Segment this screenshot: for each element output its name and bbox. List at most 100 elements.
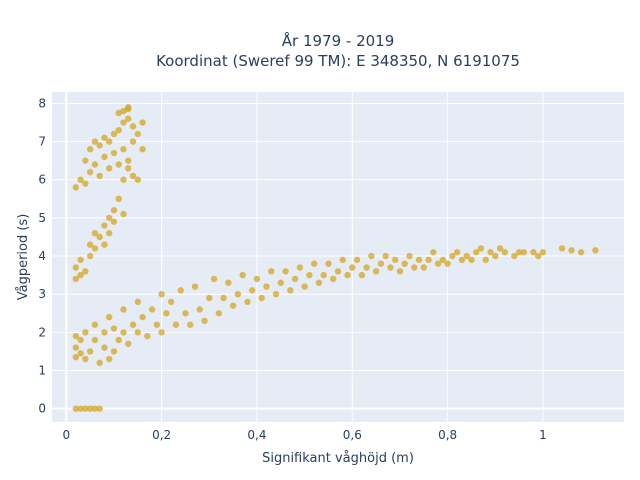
data-point — [106, 313, 113, 321]
y-axis-ticks: 0 1 2 3 4 5 6 7 8 — [38, 96, 46, 415]
data-point — [201, 317, 208, 325]
data-point — [511, 252, 518, 260]
data-point — [129, 123, 137, 130]
x-axis-label: Signifikant våghöjd (m) — [262, 451, 414, 466]
data-point — [139, 119, 146, 126]
data-point — [120, 146, 127, 153]
data-point — [215, 310, 223, 317]
data-point — [72, 275, 80, 283]
data-point — [110, 218, 118, 225]
data-point — [430, 249, 437, 256]
data-point — [120, 210, 127, 218]
data-point — [91, 229, 99, 237]
data-point — [225, 279, 232, 286]
x-tick-label: 1 — [539, 428, 547, 442]
data-point — [110, 325, 118, 332]
data-point — [334, 268, 342, 275]
data-point — [86, 146, 94, 153]
data-point — [501, 249, 509, 256]
x-tick-label: 0 — [62, 428, 70, 442]
data-point — [353, 256, 361, 264]
plot-area — [52, 92, 624, 422]
data-point — [592, 247, 599, 254]
data-point — [148, 306, 156, 313]
data-point — [86, 405, 94, 412]
data-point — [91, 321, 99, 328]
data-point — [72, 405, 80, 412]
data-point — [372, 268, 380, 275]
data-point — [125, 340, 132, 347]
data-point — [115, 161, 122, 168]
data-point — [82, 180, 89, 187]
data-point — [82, 355, 89, 363]
data-point — [77, 176, 84, 183]
y-tick-label: 1 — [38, 363, 46, 377]
data-point — [291, 275, 299, 283]
chart-title: År 1979 - 2019 — [282, 31, 395, 50]
data-point — [287, 287, 294, 294]
data-point — [129, 321, 137, 328]
data-point — [172, 321, 180, 328]
grid-lines — [52, 92, 624, 422]
data-point — [134, 329, 141, 336]
data-point — [272, 290, 280, 298]
data-point — [306, 271, 313, 279]
y-tick-label: 2 — [38, 325, 46, 339]
data-point — [191, 283, 199, 290]
data-point — [120, 176, 127, 183]
x-tick-label: 0,6 — [343, 428, 362, 442]
data-point — [91, 161, 99, 168]
data-point — [568, 247, 575, 254]
data-point — [110, 207, 118, 214]
y-tick-label: 3 — [38, 287, 46, 301]
data-point — [520, 249, 528, 256]
data-point — [411, 264, 418, 271]
data-point — [91, 336, 99, 344]
data-point — [110, 130, 118, 138]
data-point — [477, 245, 485, 252]
data-point — [86, 348, 94, 355]
data-point — [106, 138, 113, 145]
data-point — [82, 329, 89, 336]
data-point — [496, 245, 504, 252]
data-point — [320, 271, 327, 279]
data-point — [444, 260, 451, 267]
data-point — [72, 332, 80, 340]
data-point — [387, 264, 394, 271]
data-point — [101, 153, 108, 161]
data-point — [239, 271, 246, 279]
data-point — [101, 222, 108, 229]
data-point — [72, 353, 80, 361]
data-point — [468, 256, 475, 264]
data-point — [134, 176, 141, 183]
data-point — [363, 264, 370, 271]
data-point — [106, 229, 113, 237]
data-point — [558, 245, 566, 252]
data-point — [382, 252, 389, 260]
data-point — [101, 134, 108, 141]
data-point — [315, 279, 323, 286]
data-point — [129, 172, 137, 180]
data-point — [577, 249, 585, 256]
data-point — [115, 336, 122, 344]
data-point — [144, 332, 151, 340]
data-point — [453, 249, 461, 256]
data-point — [167, 298, 175, 306]
data-point — [268, 268, 275, 275]
data-point — [401, 260, 408, 267]
data-point — [535, 252, 542, 260]
data-point — [101, 241, 108, 248]
data-point — [530, 249, 537, 256]
data-point — [125, 157, 132, 164]
data-point — [120, 119, 127, 126]
data-point — [210, 275, 218, 283]
data-point — [406, 252, 413, 260]
data-point — [392, 256, 399, 264]
data-point — [96, 233, 103, 241]
data-point — [415, 256, 423, 264]
y-tick-label: 5 — [38, 211, 46, 225]
data-point — [277, 279, 284, 286]
data-point — [77, 350, 84, 357]
y-axis-label: Vågperiod (s) — [16, 214, 31, 301]
